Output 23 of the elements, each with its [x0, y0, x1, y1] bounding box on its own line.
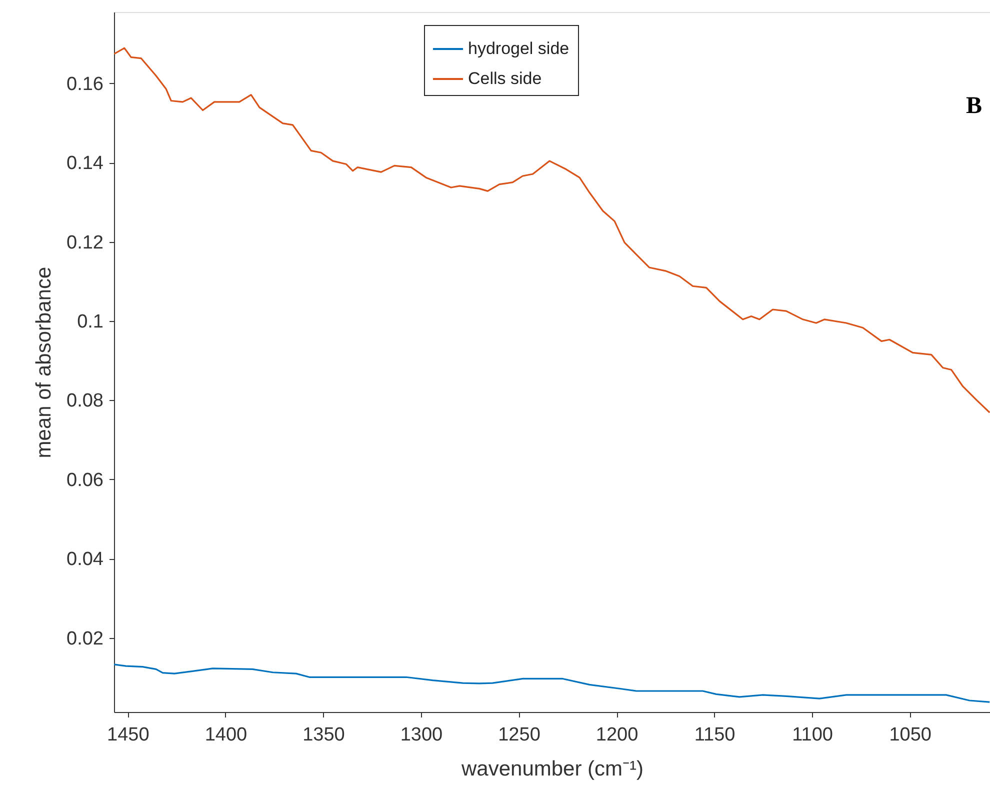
y-tick-label: 0.06: [66, 470, 104, 491]
x-tick-label: 1250: [498, 724, 540, 746]
x-tick-label: 1450: [107, 724, 150, 746]
annotation: B: [966, 93, 982, 119]
x-axis-title: wavenumber (cm⁻¹): [460, 758, 644, 780]
y-tick-label: 0.04: [66, 549, 104, 570]
y-tick-label: 0.02: [66, 628, 104, 650]
y-tick-label: 0.12: [66, 232, 104, 254]
y-tick-label: 0.1: [77, 312, 104, 332]
line-series: [114, 664, 990, 703]
legend-label: Cells side: [468, 69, 542, 88]
y-tick-label: 0.14: [66, 153, 104, 174]
y-axis-title: mean of absorbance: [32, 266, 56, 458]
x-tick-label: 1300: [400, 724, 443, 746]
x-tick-label: 1050: [889, 724, 932, 746]
x-tick-label: 1100: [792, 724, 833, 746]
x-tick-label: 1150: [694, 724, 736, 746]
x-tick-label: 1400: [204, 724, 248, 746]
y-tick-label: 0.08: [66, 390, 104, 412]
y-tick-label: 0.16: [66, 74, 104, 95]
x-tick-label: 1350: [302, 724, 345, 746]
x-tick-label: 1200: [596, 724, 638, 746]
legend-label: hydrogel side: [468, 39, 570, 58]
